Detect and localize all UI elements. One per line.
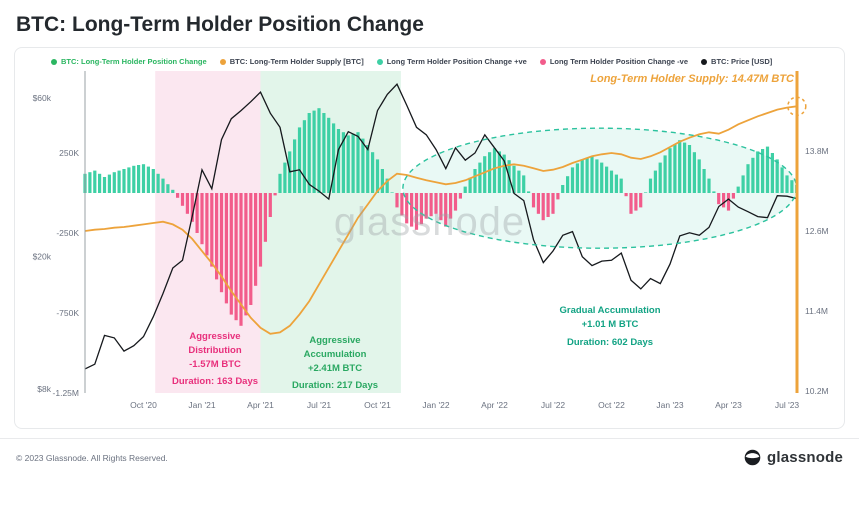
axis-label: Apr '23 bbox=[715, 400, 742, 410]
legend-dot-icon bbox=[539, 58, 546, 65]
axis-label: Apr '22 bbox=[481, 400, 508, 410]
axis-label: -750K bbox=[56, 308, 79, 318]
legend-dot-icon bbox=[51, 58, 57, 65]
axis-label: Oct '22 bbox=[598, 400, 625, 410]
footer: © 2023 Glassnode. All Rights Reserved. g… bbox=[0, 438, 859, 466]
copyright-text: © 2023 Glassnode. All Rights Reserved. bbox=[16, 452, 168, 463]
axis-label: 250K bbox=[59, 148, 79, 158]
axis-label: Jan '22 bbox=[422, 400, 449, 410]
axis-label: $20k bbox=[33, 252, 52, 262]
legend-label: BTC: Long-Term Holder Position Change bbox=[61, 57, 207, 66]
axis-label: Oct '20 bbox=[130, 400, 157, 410]
legend-label: Long Term Holder Position Change -ve bbox=[549, 57, 689, 66]
axis-label: $60k bbox=[33, 93, 52, 103]
axis-label: 11.4M bbox=[805, 306, 828, 316]
axis-label: -1.25M bbox=[53, 388, 79, 398]
axis-label: Oct '21 bbox=[364, 400, 391, 410]
axis-label: $8k bbox=[37, 384, 51, 394]
legend-item-2[interactable]: BTC: Long-Term Holder Supply [BTC] bbox=[219, 57, 364, 66]
legend-label: Long Term Holder Position Change +ve bbox=[386, 57, 527, 66]
legend-dot-icon bbox=[376, 58, 383, 65]
axis-label: Jan '23 bbox=[656, 400, 683, 410]
axis-label: 10.2M bbox=[805, 386, 829, 396]
axis-label: Jul '21 bbox=[307, 400, 332, 410]
legend-item-5[interactable]: BTC: Price [USD] bbox=[701, 57, 772, 66]
axis-label: Jul '22 bbox=[541, 400, 566, 410]
legend-label: BTC: Price [USD] bbox=[711, 57, 773, 66]
chart-panel: BTC: Long-Term Holder Position Change BTC… bbox=[14, 47, 845, 429]
page-title: BTC: Long-Term Holder Position Change bbox=[16, 13, 424, 36]
chart-area: $60k $20k $8k 250K -250K -750K -1.25M 13.8M 12.6… bbox=[15, 68, 844, 420]
legend-item-4[interactable]: Long Term Holder Position Change -ve bbox=[539, 57, 689, 66]
axis-label: 12.6M bbox=[805, 226, 829, 236]
position-change-bars bbox=[83, 108, 799, 326]
axis-label: 13.8M bbox=[805, 146, 829, 156]
supply-line bbox=[84, 105, 797, 335]
legend-label: BTC: Long-Term Holder Supply [BTC] bbox=[229, 57, 364, 66]
gradual-accumulation-ellipse-fill bbox=[402, 128, 797, 249]
legend-item-3[interactable]: Long Term Holder Position Change +ve bbox=[376, 57, 527, 66]
glassnode-chart-page: BTC: Long-Term Holder Position Change BT… bbox=[0, 13, 859, 466]
highlight-band bbox=[260, 71, 401, 393]
axis-label: -250K bbox=[56, 228, 79, 238]
axis-label: Apr '21 bbox=[247, 400, 274, 410]
glassnode-orb-icon bbox=[744, 449, 761, 466]
glassnode-logo: glassnode bbox=[744, 449, 843, 466]
price-line bbox=[84, 83, 797, 370]
supply-endpoint-ring bbox=[787, 96, 807, 117]
glassnode-logo-text: glassnode bbox=[767, 449, 843, 466]
legend-item-1[interactable]: BTC: Long-Term Holder Position Change bbox=[51, 57, 207, 66]
axis-label: Jul '23 bbox=[775, 400, 800, 410]
chart-legend: BTC: Long-Term Holder Position Change BTC… bbox=[15, 48, 844, 68]
chart-canvas[interactable]: $60k $20k $8k 250K -250K -750K -1.25M 13.8M 12.6… bbox=[15, 68, 843, 420]
axis-label: Jan '21 bbox=[188, 400, 215, 410]
legend-dot-icon bbox=[701, 58, 708, 65]
legend-dot-icon bbox=[219, 58, 226, 65]
